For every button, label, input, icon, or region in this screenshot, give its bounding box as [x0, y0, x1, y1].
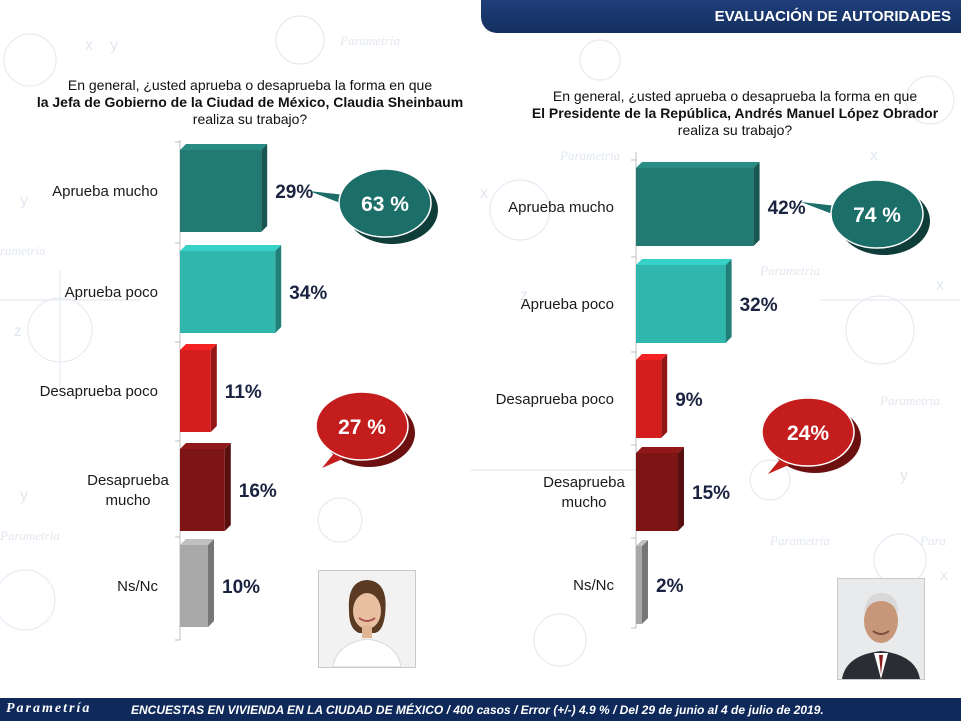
left-category-aprueba-mucho: Aprueba mucho: [52, 183, 158, 200]
svg-text:x: x: [940, 567, 948, 584]
svg-text:z: z: [520, 287, 528, 304]
svg-text:Parametria: Parametria: [879, 393, 940, 408]
right-bar-nsnc: [636, 546, 642, 624]
left-bar-top-aprueba-mucho: [180, 144, 268, 150]
right-bar-top-aprueba-mucho: [636, 162, 760, 168]
footer-text: ENCUESTAS EN VIVIENDA EN LA CIUDAD DE MÉ…: [131, 703, 824, 717]
right-approve-total-bubble: [830, 179, 924, 249]
left-category-aprueba-poco: Aprueba poco: [65, 284, 158, 301]
svg-text:rametria: rametria: [0, 243, 46, 258]
right-bar-side-aprueba-mucho: [753, 162, 760, 246]
right-value-nsnc: 2%: [656, 576, 684, 597]
portrait-woman-icon: [319, 571, 415, 667]
right-bar-side-desaprueba-poco: [661, 354, 668, 438]
header-title: EVALUACIÓN DE AUTORIDADES: [714, 8, 951, 25]
left-bar-side-aprueba-poco: [275, 245, 282, 333]
svg-text:Parametria: Parametria: [0, 528, 60, 543]
left-bar-side-nsnc: [208, 539, 214, 627]
right-bar-side-aprueba-poco: [725, 259, 732, 343]
left-value-aprueba-poco: 34%: [289, 283, 327, 304]
question-right-line3: realiza su trabajo?: [677, 122, 793, 138]
left-disapprove-total-bubble: [315, 391, 409, 461]
right-bar-top-desaprueba-poco: [636, 354, 668, 360]
left-approve-total-bubble: [338, 168, 432, 238]
right-value-aprueba-mucho: 42%: [768, 198, 806, 219]
question-right-line2: El Presidente de la República, Andrés Ma…: [531, 105, 939, 121]
right-bar-side-desaprueba-mucho: [678, 447, 684, 531]
left-category-desaprueba-mucho: Desaprueba mucho: [87, 472, 169, 509]
photo-amlo: [837, 578, 925, 680]
right-disapprove-total-bubble-label: 24%: [787, 422, 829, 445]
svg-text:y: y: [20, 487, 28, 504]
right-category-desaprueba-poco: Desaprueba poco: [496, 391, 614, 408]
portrait-man-icon: [838, 579, 924, 679]
svg-text:y: y: [20, 192, 28, 209]
svg-text:Para: Para: [919, 533, 947, 548]
right-approve-total-bubble-label: 74 %: [853, 204, 901, 227]
left-bar-top-nsnc: [180, 539, 214, 545]
left-bar-top-aprueba-poco: [180, 245, 282, 251]
left-bar-side-desaprueba-mucho: [224, 443, 231, 531]
question-left-line2: la Jefa de Gobierno de la Ciudad de Méxi…: [36, 94, 464, 110]
right-category-desaprueba-mucho: Desaprueba mucho: [543, 474, 625, 511]
right-bar-aprueba-mucho: [636, 168, 754, 246]
question-right-line1: En general, ¿usted aprueba o desaprueba …: [552, 88, 918, 104]
question-left-line3: realiza su trabajo?: [192, 111, 308, 127]
svg-text:z: z: [14, 323, 22, 340]
header-bar: EVALUACIÓN DE AUTORIDADES: [481, 0, 961, 33]
left-category-nsnc: Ns/Nc: [117, 578, 158, 595]
right-bar-top-aprueba-poco: [636, 259, 732, 265]
right-disapprove-total-bubble: [761, 397, 855, 467]
left-disapprove-total-bubble-label: 27 %: [338, 416, 386, 439]
question-left: En general, ¿usted aprueba o desaprueba …: [20, 77, 480, 128]
svg-text:x: x: [870, 147, 878, 164]
left-bar-nsnc: [180, 545, 208, 627]
right-bar-side-nsnc: [642, 540, 648, 624]
svg-text:Parametria: Parametria: [759, 263, 820, 278]
right-bar-top-nsnc: [636, 540, 648, 546]
left-bar-desaprueba-mucho: [180, 449, 225, 531]
right-value-desaprueba-mucho: 15%: [692, 483, 730, 504]
left-bar-side-aprueba-mucho: [261, 144, 268, 232]
left-category-desaprueba-poco: Desaprueba poco: [40, 383, 158, 400]
svg-text:Parametria: Parametria: [769, 533, 830, 548]
right-bar-desaprueba-poco: [636, 360, 662, 438]
photo-claudia-sheinbaum: [318, 570, 416, 668]
left-value-desaprueba-mucho: 16%: [239, 481, 277, 502]
right-category-nsnc: Ns/Nc: [573, 577, 614, 594]
right-category-aprueba-mucho: Aprueba mucho: [508, 199, 614, 216]
left-value-nsnc: 10%: [222, 577, 260, 598]
left-bar-side-desaprueba-poco: [210, 344, 217, 432]
question-left-line1: En general, ¿usted aprueba o desaprueba …: [67, 77, 433, 93]
left-bar-top-desaprueba-mucho: [180, 443, 231, 449]
footer-bar: [0, 698, 961, 721]
svg-text:x: x: [480, 185, 488, 202]
watermark-text: Parametria: [339, 33, 400, 48]
svg-text:x: x: [85, 37, 93, 54]
left-bar-aprueba-poco: [180, 251, 276, 333]
left-bar-top-desaprueba-poco: [180, 344, 217, 350]
right-value-aprueba-poco: 32%: [740, 295, 778, 316]
left-bar-aprueba-mucho: [180, 150, 262, 232]
left-approve-total-bubble-label: 63 %: [361, 193, 409, 216]
svg-text:Parametria: Parametria: [559, 148, 620, 163]
svg-text:y: y: [110, 37, 118, 54]
right-bar-aprueba-poco: [636, 265, 726, 343]
left-value-desaprueba-poco: 11%: [225, 382, 262, 403]
svg-text:x: x: [936, 277, 944, 294]
svg-text:y: y: [900, 467, 908, 484]
right-value-desaprueba-poco: 9%: [675, 390, 703, 411]
left-bar-desaprueba-poco: [180, 350, 211, 432]
left-value-aprueba-mucho: 29%: [275, 182, 313, 203]
question-right: En general, ¿usted aprueba o desaprueba …: [500, 88, 961, 139]
right-bar-desaprueba-mucho: [636, 453, 678, 531]
footer-logo: Parametría: [6, 701, 92, 716]
right-bar-top-desaprueba-mucho: [636, 447, 684, 453]
right-category-aprueba-poco: Aprueba poco: [521, 296, 614, 313]
